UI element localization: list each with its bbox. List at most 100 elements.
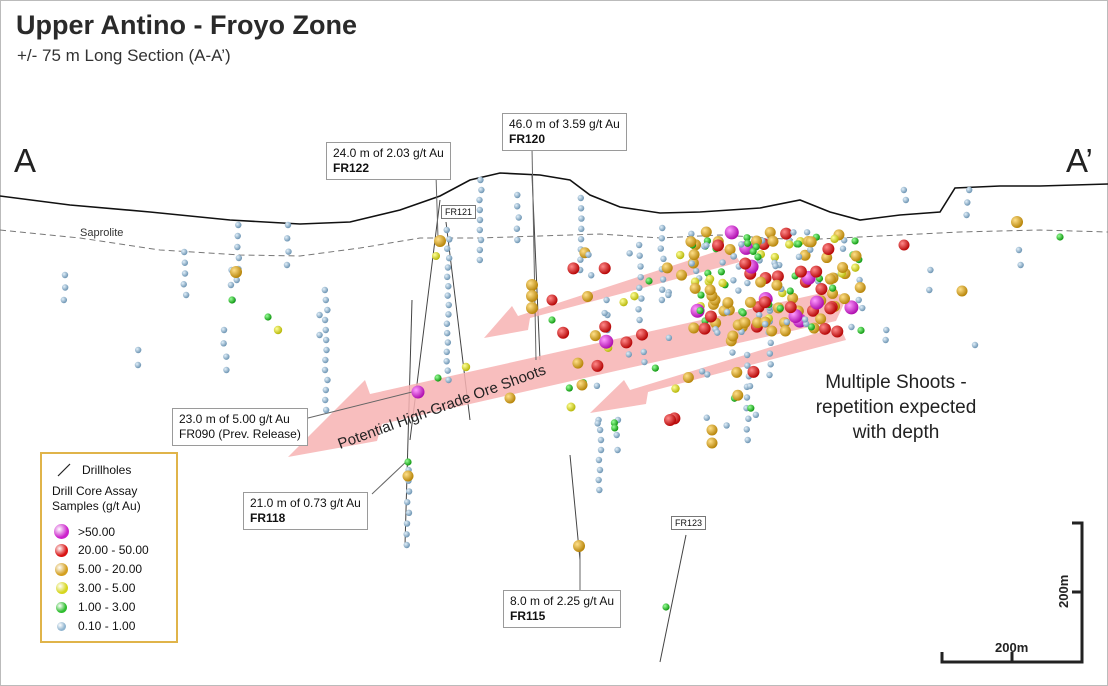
assay-sample [803, 229, 811, 236]
drillhole-trace [659, 534, 687, 663]
assay-sample [601, 309, 608, 317]
assay-sample [444, 292, 451, 299]
assay-sample [504, 392, 516, 404]
assay-sample [577, 235, 585, 243]
assay-sample [722, 297, 734, 309]
shoots-note: Multiple Shoots - repetition expected wi… [786, 370, 1006, 445]
assay-sample [576, 379, 588, 391]
assay-sample [577, 205, 585, 212]
assay-sample [700, 226, 712, 238]
assay-sample [638, 295, 645, 302]
assay-sample [688, 249, 700, 261]
assay-sample [405, 488, 413, 495]
assay-sample [181, 259, 189, 266]
assay-sample [444, 273, 451, 281]
assay-sample [839, 293, 851, 305]
legend-swatch [57, 621, 66, 631]
assay-sample [230, 266, 242, 278]
assay-sample [443, 226, 450, 234]
assay-sample [824, 273, 836, 285]
assay-sample [837, 261, 849, 273]
horizontal-scale-label: 200m [995, 640, 1029, 655]
assay-sample [323, 346, 330, 354]
assay-sample [321, 366, 329, 374]
assay-sample [830, 234, 839, 244]
assay-sample [735, 287, 742, 294]
assay-sample [589, 330, 601, 342]
assay-sample [619, 297, 628, 307]
assay-sample [807, 246, 814, 253]
lower-ore-shoot-arrow [590, 326, 846, 413]
assay-sample [597, 436, 605, 444]
legend-drillholes-label: Drillholes [82, 463, 132, 477]
assay-sample [645, 277, 653, 285]
legend-swatch [55, 582, 68, 594]
assay-sample [635, 306, 642, 313]
assay-sample [660, 255, 667, 263]
callout-leaders [299, 147, 581, 590]
assay-sample [613, 431, 620, 439]
assay-sample [322, 326, 329, 334]
assay-sample [805, 236, 817, 248]
assay-sample [324, 306, 331, 314]
assay-sample [703, 242, 710, 249]
assay-sample [730, 277, 737, 284]
assay-sample [712, 239, 725, 252]
assay-sample [60, 296, 68, 304]
assay-sample [698, 368, 706, 375]
assay-sample [577, 194, 584, 202]
assay-sample [61, 271, 69, 279]
assay-sample [818, 322, 831, 335]
assay-sample [596, 486, 603, 494]
assay-sample [477, 236, 485, 244]
assay-sample [636, 252, 643, 259]
assay-sample [61, 284, 69, 291]
assay-sample [476, 246, 484, 254]
legend-class: 1.00 - 3.00 [54, 600, 135, 614]
callout-fr115-interval: 8.0 m of 2.25 g/t Au [510, 594, 615, 608]
assay-sample [963, 211, 970, 219]
assay-sample [743, 351, 751, 359]
assay-sample [593, 382, 601, 390]
assay-sample [964, 199, 971, 206]
assay-sample [665, 334, 673, 342]
assay-sample [965, 186, 973, 194]
assay-samples [60, 176, 1064, 611]
assay-sample [566, 402, 576, 412]
assay-sample [476, 196, 483, 204]
assay-sample [675, 250, 685, 260]
assay-sample [595, 476, 602, 484]
legend-class-label: 20.00 - 50.00 [78, 543, 149, 557]
assay-sample [729, 349, 736, 356]
assay-sample [526, 302, 538, 314]
assay-sample [264, 313, 272, 321]
assay-sample [723, 308, 731, 316]
assay-sample [801, 316, 809, 323]
assay-sample [514, 236, 521, 244]
section-end-a-prime: A’ [1066, 142, 1093, 179]
assay-sample [321, 316, 329, 324]
assay-sample [322, 406, 330, 414]
legend-drillholes: Drillholes [54, 462, 131, 478]
assay-sample [1056, 233, 1064, 241]
assay-sample [744, 362, 751, 369]
assay-sample [851, 263, 860, 272]
assay-sample [594, 420, 601, 427]
assay-sample [322, 336, 330, 344]
assay-sample [749, 247, 757, 255]
assay-sample [403, 520, 411, 527]
assay-sample [443, 329, 451, 337]
legend-swatch [55, 543, 68, 557]
assay-sample [582, 290, 594, 302]
assay-sample [744, 279, 751, 287]
assay-sample [706, 437, 718, 449]
assay-sample [434, 374, 442, 382]
assay-sample [688, 260, 695, 267]
assay-sample [476, 216, 484, 224]
assay-sample [784, 301, 797, 314]
assay-sample [611, 424, 619, 432]
assay-sample [831, 325, 844, 338]
assay-sample [134, 346, 142, 354]
legend-class: >50.00 [54, 524, 115, 539]
assay-sample [727, 330, 739, 342]
